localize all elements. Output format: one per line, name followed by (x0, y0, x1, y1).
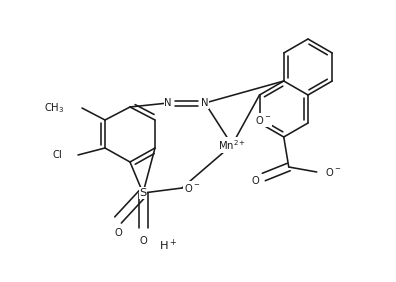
Text: O$^-$: O$^-$ (325, 166, 341, 178)
Text: N: N (201, 98, 209, 108)
Text: O: O (139, 236, 147, 246)
Text: S: S (139, 188, 147, 198)
Text: O: O (114, 228, 122, 238)
Text: Mn$^{2+}$: Mn$^{2+}$ (218, 138, 246, 152)
Text: O$^-$: O$^-$ (184, 182, 200, 194)
Text: CH$_3$: CH$_3$ (44, 101, 65, 115)
Text: O: O (251, 176, 259, 186)
Text: H$^+$: H$^+$ (159, 237, 177, 253)
Text: Cl: Cl (52, 150, 62, 160)
Text: N: N (164, 98, 172, 108)
Text: O$^-$: O$^-$ (255, 114, 272, 126)
